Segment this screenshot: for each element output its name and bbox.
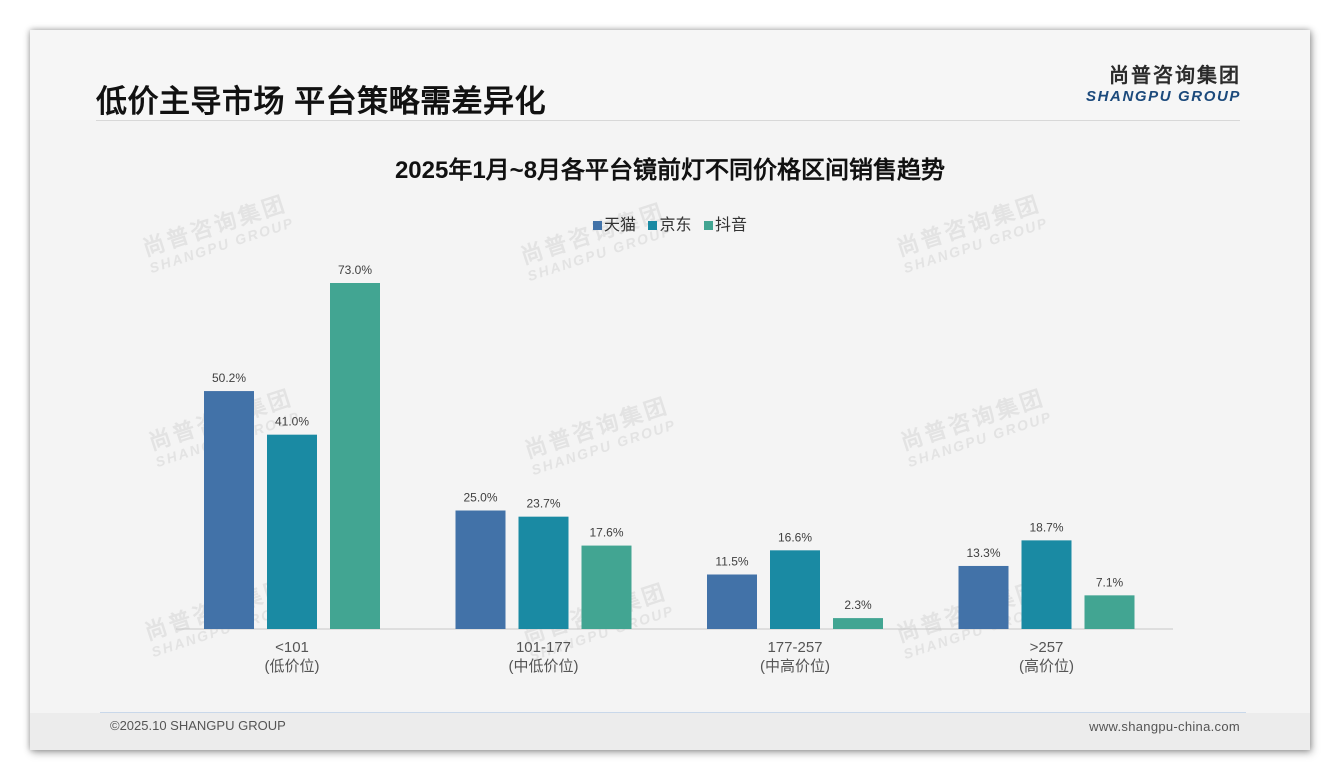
footer-band <box>30 713 1310 750</box>
data-label-jd: 41.0% <box>275 415 309 429</box>
legend-label-tmall: 天猫 <box>604 217 637 234</box>
legend-swatch-jd <box>648 221 658 230</box>
bar-tmall <box>204 391 254 629</box>
bar-jd <box>1021 540 1072 629</box>
legend-label-douyin: 抖音 <box>714 217 747 234</box>
slide: 低价主导市场 平台策略需差异化 尚普咨询集团 SHANGPU GROUP 尚普咨… <box>30 30 1310 750</box>
footer-copyright: ©2025.10 SHANGPU GROUP <box>110 718 286 733</box>
legend-item-douyin: 抖音 <box>703 211 747 235</box>
bar-douyin <box>833 618 883 629</box>
data-label-jd: 18.7% <box>1029 520 1063 534</box>
legend-swatch-douyin <box>703 221 713 230</box>
data-label-tmall: 13.3% <box>966 546 1000 560</box>
data-label-douyin: 7.1% <box>1096 575 1124 589</box>
bar-douyin <box>330 283 380 629</box>
slide-title: 低价主导市场 平台策略需差异化 <box>96 84 547 119</box>
data-label-jd: 23.7% <box>526 497 560 511</box>
data-label-jd: 16.6% <box>778 530 812 544</box>
x-tick-sublabel: (中高价位) <box>760 658 830 675</box>
data-label-tmall: 11.5% <box>715 554 748 568</box>
bar-tmall <box>958 565 1009 629</box>
legend-swatch-tmall <box>593 221 603 230</box>
footer-website: www.shangpu-china.com <box>1089 719 1240 734</box>
data-label-douyin: 2.3% <box>844 598 872 612</box>
bar-jd <box>770 550 820 629</box>
bar-jd <box>518 516 569 629</box>
chart-title: 2025年1月~8月各平台镜前灯不同价格区间销售趋势 <box>394 157 946 184</box>
legend-label-jd: 京东 <box>659 217 692 234</box>
chart-legend: 天猫 京东 抖音 <box>30 211 1310 235</box>
bar-tmall <box>707 574 757 629</box>
bar-douyin <box>1084 595 1135 629</box>
bar-tmall <box>455 510 506 629</box>
bar-jd <box>267 434 317 629</box>
data-label-tmall: 50.2% <box>212 371 246 385</box>
title-divider <box>96 120 1240 121</box>
x-tick-sublabel: (中低价位) <box>509 658 579 675</box>
logo-chinese-name: 尚普咨询集团 <box>1109 65 1241 87</box>
x-tick-sublabel: (低价位) <box>265 658 320 675</box>
bar-douyin <box>581 545 632 629</box>
data-label-tmall: 25.0% <box>463 491 497 505</box>
footer-divider <box>100 712 1246 713</box>
logo-english-name: SHANGPU GROUP <box>1086 88 1241 105</box>
legend-item-tmall: 天猫 <box>593 211 636 235</box>
header-band <box>30 30 1310 120</box>
legend-item-jd: 京东 <box>648 211 692 235</box>
x-tick-label: >257 <box>1030 639 1064 656</box>
x-tick-label: 177-257 <box>767 639 822 656</box>
bar-chart: 50.2% 41.0% 73.0% <101 (低价位) 25.0% 23.7% 17.6% 1… <box>176 263 1173 675</box>
x-tick-label: <101 <box>275 639 309 656</box>
company-logo: 尚普咨询集团 SHANGPU GROUP <box>1086 64 1241 106</box>
data-label-douyin: 73.0% <box>338 263 372 277</box>
x-tick-label: 101-177 <box>516 639 571 656</box>
data-label-douyin: 17.6% <box>589 526 623 540</box>
x-tick-sublabel: (高价位) <box>1019 658 1074 675</box>
